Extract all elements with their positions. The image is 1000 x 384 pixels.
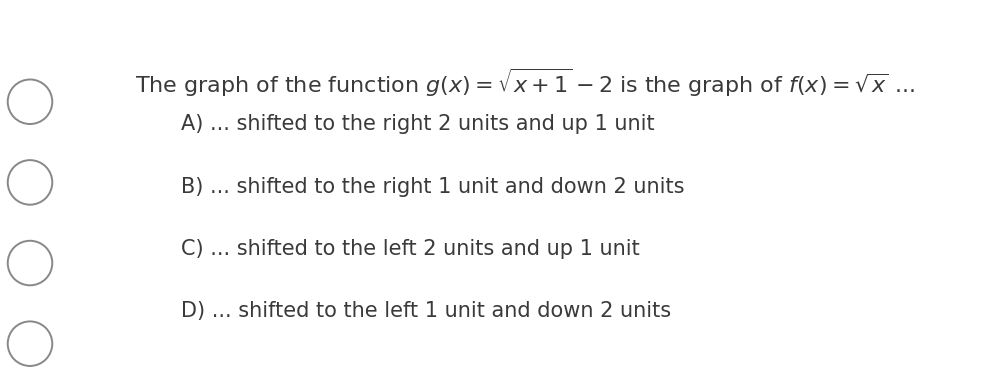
Text: B) ... shifted to the right 1 unit and down 2 units: B) ... shifted to the right 1 unit and d… xyxy=(181,177,684,197)
Text: The graph of the function $g(x) = \sqrt{x+1} - 2$ is the graph of $f(x) = \sqrt{: The graph of the function $g(x) = \sqrt{… xyxy=(135,67,915,99)
Text: A) ... shifted to the right 2 units and up 1 unit: A) ... shifted to the right 2 units and … xyxy=(181,114,654,134)
Text: C) ... shifted to the left 2 units and up 1 unit: C) ... shifted to the left 2 units and u… xyxy=(181,238,640,258)
Text: D) ... shifted to the left 1 unit and down 2 units: D) ... shifted to the left 1 unit and do… xyxy=(181,301,671,321)
